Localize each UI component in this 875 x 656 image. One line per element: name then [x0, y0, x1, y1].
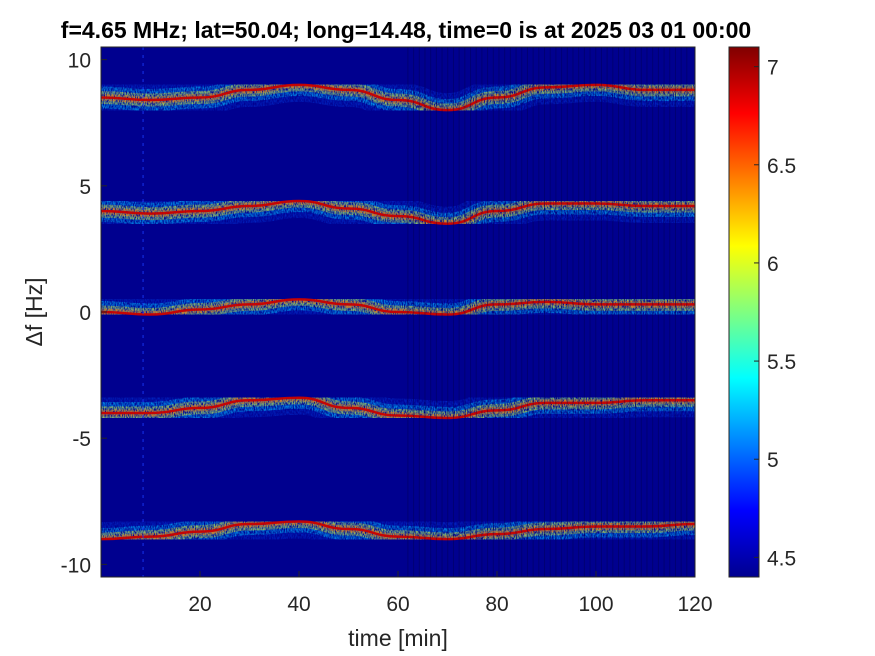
trace-band: [101, 298, 695, 316]
y-axis-label: Δf [Hz]: [21, 277, 47, 346]
colorbar-tick-label: 5.5: [767, 351, 796, 374]
colorbar-tick-label: 6.5: [767, 155, 796, 178]
x-tick-label: 120: [677, 593, 712, 616]
x-tick-label: 80: [485, 593, 508, 616]
trace-band: [101, 199, 695, 225]
y-tick-label: 0: [79, 302, 91, 325]
traces-layer: [101, 47, 695, 577]
trace-5: [101, 504, 695, 557]
y-tick-label: 5: [79, 176, 91, 199]
colorbar-tick-label: 4.5: [767, 547, 796, 570]
trace-band: [101, 83, 695, 112]
x-tick-label: 60: [386, 593, 409, 616]
y-axis: 10 5 0 -5 -10: [61, 50, 107, 577]
y-tick-label: -5: [72, 428, 91, 451]
y-tick-label: -10: [61, 554, 91, 577]
colorbar-tick-label: 5: [767, 449, 779, 472]
x-tick-label: 40: [287, 593, 310, 616]
y-tick-label: 10: [68, 50, 91, 73]
x-axis-label: time [min]: [348, 625, 448, 651]
streak-artifacts: [407, 47, 688, 577]
trace-3: [101, 282, 695, 332]
trace-band: [101, 520, 695, 541]
x-tick-label: 20: [188, 593, 211, 616]
trace-2: [101, 183, 695, 241]
colorbar-tick-label: 6: [767, 253, 779, 276]
colorbar: [728, 46, 760, 578]
trace-band: [101, 396, 695, 420]
trace-4: [101, 380, 695, 436]
x-tick-label: 100: [578, 593, 613, 616]
trace-1: [101, 67, 695, 128]
colorbar-tick-label: 7: [767, 57, 779, 80]
colorbar-axis: 7 6.5 6 5.5 5 4.5: [754, 57, 796, 570]
chart-title: f=4.65 MHz; lat=50.04; long=14.48, time=…: [61, 17, 751, 43]
x-axis: 20 40 60 80 100 120: [188, 571, 713, 616]
